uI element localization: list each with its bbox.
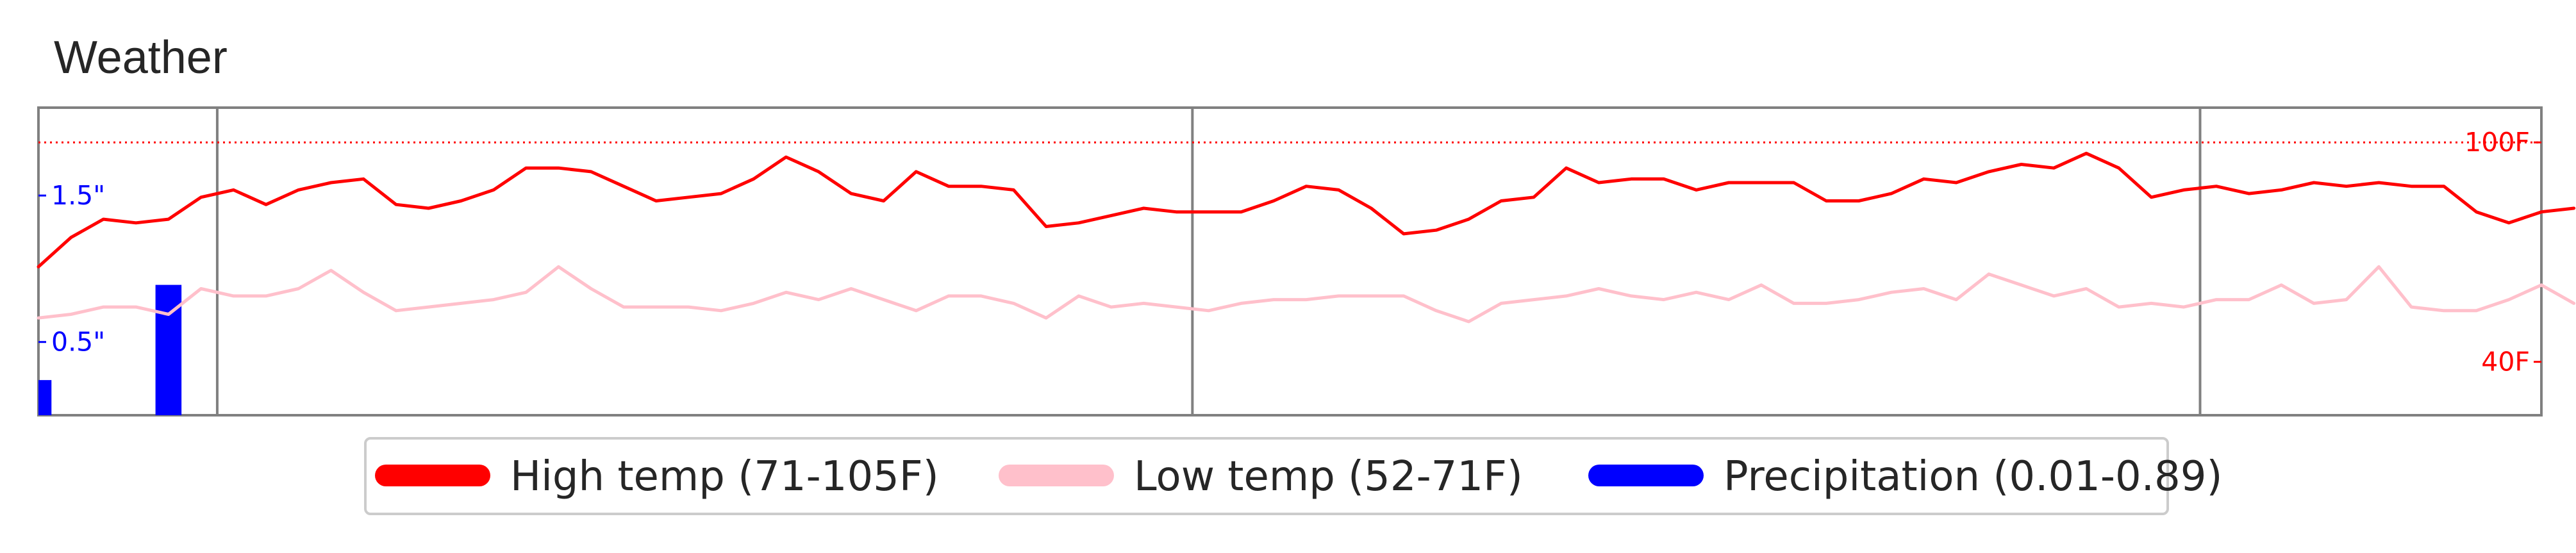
legend-label-2: Low temp (52-71F) xyxy=(1134,453,1523,500)
temperature-axis: 40F 100F xyxy=(2464,127,2541,377)
precipitation-axis: 0.5" 1.5" xyxy=(38,180,105,358)
plot-frame xyxy=(37,106,2543,417)
precipitation-bar-2 xyxy=(155,285,182,415)
chart-title: Weather xyxy=(54,32,228,83)
legend-label-1: High temp (71-105F) xyxy=(510,453,939,500)
vertical-gridlines xyxy=(215,108,2202,415)
left-tick-label-1: 0.5" xyxy=(51,327,105,358)
legend: High temp (71-105F) Low temp (52-71F) Prec… xyxy=(364,437,2222,515)
left-tick-label-2: 1.5" xyxy=(51,180,105,211)
right-tick-label-2: 100F xyxy=(2464,127,2530,158)
high-temp-line xyxy=(37,151,2576,268)
low-temp-line xyxy=(37,265,2576,324)
precipitation-bars xyxy=(38,285,182,415)
precipitation-bar-1 xyxy=(38,380,52,415)
legend-label-3: Precipitation (0.01-0.89) xyxy=(1724,453,2222,500)
legend-frame xyxy=(364,437,2169,515)
right-tick-label-1: 40F xyxy=(2481,347,2530,377)
temperature-lines xyxy=(37,151,2576,324)
